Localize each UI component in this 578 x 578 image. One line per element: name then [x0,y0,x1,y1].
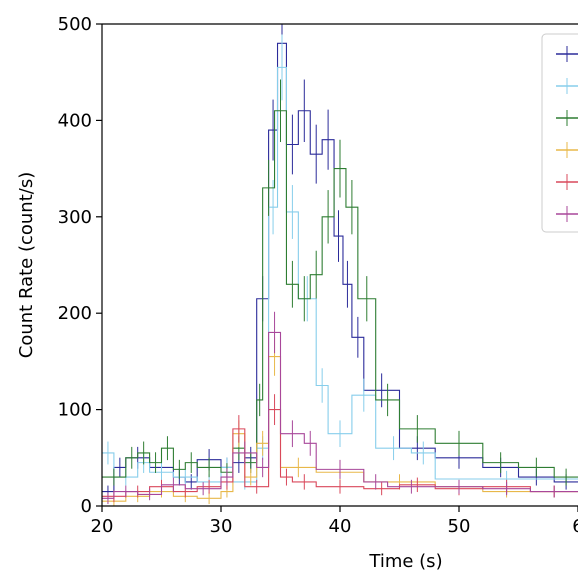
x-tick-label: 30 [210,516,233,537]
series-2 [102,34,578,490]
y-tick-label: 0 [81,496,92,517]
legend-box [541,33,578,233]
x-tick-label: 40 [329,516,352,537]
series-layer [102,24,578,506]
y-tick-label: 200 [58,303,92,324]
x-tick-label: 20 [91,516,114,537]
y-tick-label: 300 [58,207,92,228]
series-3 [102,79,578,486]
y-axis-label: Count Rate (count/s) [16,172,37,358]
legend [541,33,578,233]
y-tick-label: 100 [58,400,92,421]
x-axis-label: Time (s) [368,551,442,572]
x-tick-label: 6 [572,516,578,537]
y-tick-label: 400 [58,110,92,131]
ticks-layer: 2030405060100200300400500 [58,14,578,537]
x-tick-label: 50 [448,516,471,537]
y-tick-label: 500 [58,14,92,35]
series-step-line [102,331,578,499]
series-step-line [102,66,578,483]
series-6 [102,311,578,505]
